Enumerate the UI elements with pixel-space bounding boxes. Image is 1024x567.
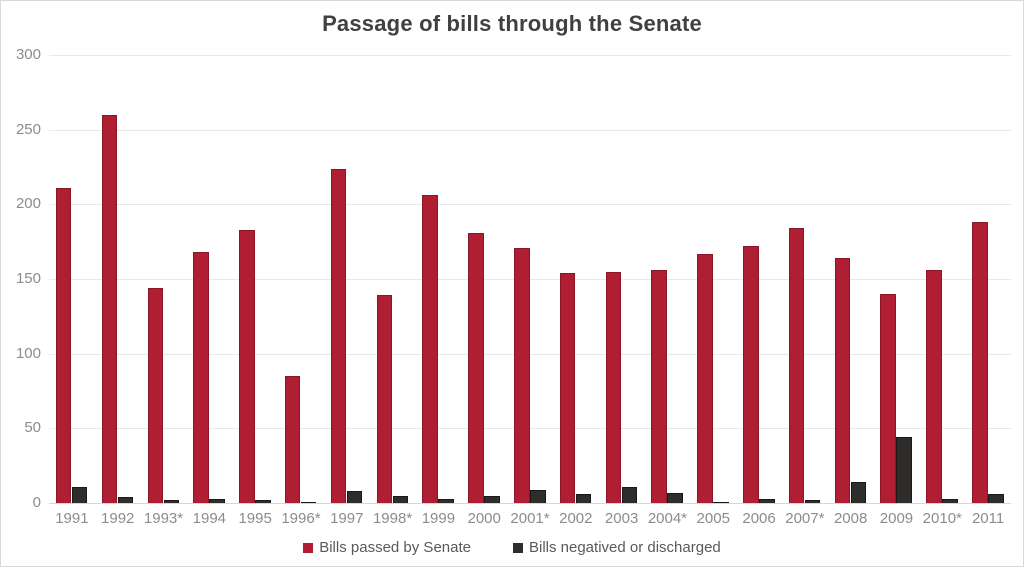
gridline-100 <box>49 353 1011 355</box>
bar-passed-1991 <box>55 187 72 503</box>
bar-negatived-2008 <box>850 482 867 503</box>
bar-passed-2001 <box>514 247 530 503</box>
bar-negatived-2005 <box>713 501 729 503</box>
bar-passed-1999 <box>422 195 438 503</box>
plot-area <box>49 55 1011 504</box>
x-axis-tick-2006: 2006 <box>742 510 776 527</box>
chart-title: Passage of bills through the Senate <box>322 11 702 36</box>
bar-passed-2000 <box>468 232 484 503</box>
gridline-200 <box>49 204 1011 206</box>
gridline-50 <box>49 428 1011 430</box>
bar-negatived-2007 <box>804 500 821 503</box>
x-axis-tick-1996: 1996* <box>281 510 321 527</box>
bar-negatived-1995 <box>255 500 271 503</box>
y-axis-tick-100: 100 <box>15 344 41 362</box>
bar-negatived-1994 <box>209 498 225 503</box>
y-axis-tick-300: 300 <box>15 46 41 63</box>
x-axis-tick-2010: 2010* <box>922 510 962 527</box>
legend: Bills passed by Senate Bills negatived o… <box>1 539 1023 556</box>
legend-swatch-negatived-icon <box>512 542 523 553</box>
bar-negatived-2004 <box>667 492 683 503</box>
legend-item-negatived: Bills negatived or discharged <box>512 539 721 556</box>
bar-passed-2010 <box>926 270 942 503</box>
bar-negatived-1996 <box>300 501 317 503</box>
legend-swatch-passed-icon <box>303 542 314 553</box>
x-axis-tick-1997: 1997 <box>330 510 364 527</box>
bar-passed-2002 <box>559 273 576 503</box>
x-axis-tick-1993: 1993* <box>143 510 184 527</box>
x-axis-tick-2000: 2000 <box>467 510 501 527</box>
bar-passed-2009 <box>880 293 896 503</box>
y-axis-tick-250: 250 <box>15 120 41 138</box>
x-axis-tick-2004: 2004* <box>647 510 688 527</box>
x-axis-tick-1991: 1991 <box>55 510 89 527</box>
bar-passed-1995 <box>239 229 255 503</box>
bar-passed-1994 <box>193 252 209 503</box>
bar-passed-2007 <box>788 228 805 503</box>
bar-passed-2008 <box>834 258 851 503</box>
bar-passed-1992 <box>101 114 118 503</box>
y-axis-tick-150: 150 <box>15 270 41 287</box>
gridline-150 <box>49 279 1011 280</box>
y-axis-tick-0: 0 <box>32 494 41 511</box>
y-axis-tick-200: 200 <box>15 195 41 213</box>
bar-negatived-1999 <box>438 498 454 503</box>
y-axis-tick-50: 50 <box>24 419 41 437</box>
bar-passed-2006 <box>743 246 759 503</box>
gridline-250 <box>49 129 1011 131</box>
x-axis-tick-2003: 2003 <box>604 510 639 527</box>
bar-passed-2011 <box>972 222 988 503</box>
bar-passed-1993 <box>147 287 164 503</box>
gridline-300 <box>49 55 1011 56</box>
bar-passed-2005 <box>697 253 713 503</box>
bar-negatived-1998 <box>392 495 409 503</box>
gridline-0 <box>49 503 1011 504</box>
x-axis-tick-1998: 1998* <box>372 510 413 527</box>
bar-negatived-2009 <box>896 437 912 503</box>
x-axis-tick-1994: 1994 <box>192 510 227 527</box>
bar-negatived-2010 <box>942 498 958 503</box>
legend-label-negatived: Bills negatived or discharged <box>528 539 721 556</box>
bar-negatived-1997 <box>346 491 363 503</box>
bar-negatived-2002 <box>575 494 592 503</box>
x-axis-tick-2001: 2001* <box>510 510 550 527</box>
x-axis-tick-1992: 1992 <box>101 510 135 527</box>
x-axis-tick-1995: 1995 <box>238 510 272 527</box>
bar-passed-2003 <box>605 271 622 503</box>
x-axis-tick-2008: 2008 <box>833 510 868 527</box>
x-axis-tick-2005: 2005 <box>696 510 730 527</box>
bar-negatived-2011 <box>988 494 1004 503</box>
x-axis-tick-2011: 2011 <box>971 510 1005 527</box>
bar-negatived-2001 <box>530 489 546 503</box>
bar-negatived-1991 <box>71 486 88 503</box>
bar-passed-1996 <box>284 376 301 503</box>
bar-negatived-1993 <box>163 500 180 503</box>
bar-passed-1997 <box>330 168 347 503</box>
bar-passed-1998 <box>376 295 393 503</box>
x-axis-tick-2007: 2007* <box>785 510 825 527</box>
x-axis-tick-1999: 1999 <box>421 510 456 527</box>
legend-label-passed: Bills passed by Senate <box>319 539 471 556</box>
bar-negatived-1992 <box>117 497 134 503</box>
bar-negatived-2006 <box>759 498 775 503</box>
bar-passed-2004 <box>651 270 667 503</box>
bar-negatived-2000 <box>484 495 500 503</box>
x-axis-tick-2009: 2009 <box>879 510 914 527</box>
bar-negatived-2003 <box>621 486 638 503</box>
legend-item-passed: Bills passed by Senate <box>303 539 471 556</box>
x-axis-tick-2002: 2002 <box>559 510 593 527</box>
